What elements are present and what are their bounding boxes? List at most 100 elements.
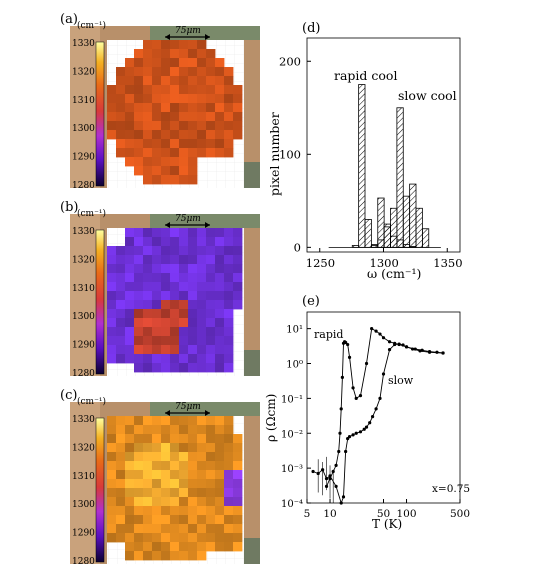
- map-pixel: [206, 363, 216, 373]
- slow-cool-annotation: slow cool: [398, 88, 457, 103]
- map-pixel: [125, 452, 135, 462]
- histogram-bar: [421, 228, 430, 248]
- map-pixel: [224, 542, 234, 552]
- map-pixel: [116, 121, 126, 131]
- map-pixel: [152, 524, 162, 534]
- map-pixel: [107, 416, 117, 426]
- map-pixel: [170, 524, 180, 534]
- map-pixel: [134, 49, 144, 59]
- map-pixel: [224, 363, 234, 373]
- map-pixel: [170, 130, 180, 140]
- map-pixel: [233, 434, 243, 444]
- map-pixel: [152, 425, 162, 435]
- map-pixel: [116, 515, 126, 525]
- map-pixel: [188, 237, 198, 247]
- map-pixel: [224, 524, 234, 534]
- map-pixel: [215, 416, 225, 426]
- map-pixel: [206, 49, 216, 59]
- map-pixel: [161, 506, 171, 516]
- map-pixel: [143, 103, 153, 113]
- map-pixel: [197, 434, 207, 444]
- map-pixel: [152, 175, 162, 185]
- map-pixel: [206, 336, 216, 346]
- map-pixel: [152, 336, 162, 346]
- data-point: [401, 343, 405, 347]
- map-pixel: [197, 497, 207, 507]
- map-pixel: [197, 461, 207, 471]
- map-pixel: [224, 112, 234, 122]
- colorbar-tick-label: 1290: [72, 529, 95, 539]
- map-pixel: [170, 67, 180, 77]
- map-pixel: [152, 112, 162, 122]
- map-pixel: [206, 542, 216, 552]
- panel-label: (a): [60, 12, 78, 27]
- map-pixel: [224, 318, 234, 328]
- map-pixel: [224, 327, 234, 337]
- map-pixel: [197, 291, 207, 301]
- map-pixel: [107, 264, 117, 274]
- map-pixel: [215, 327, 225, 337]
- map-pixel: [170, 345, 180, 355]
- map-pixel: [188, 148, 198, 158]
- map-pixel: [188, 300, 198, 310]
- map-pixel: [116, 130, 126, 140]
- data-point: [347, 435, 352, 439]
- map-pixel: [161, 264, 171, 274]
- e-xlabel: T (K): [372, 517, 402, 531]
- map-pixel: [125, 488, 135, 498]
- map-pixel: [233, 282, 243, 292]
- colorbar-tick-label: 1280: [72, 369, 95, 379]
- map-pixel: [134, 309, 144, 319]
- map-pixel: [179, 157, 189, 167]
- map-pixel: [116, 76, 126, 86]
- resistivity-curve: [312, 343, 444, 505]
- colorbar-tick-label: 1280: [72, 181, 95, 191]
- map-pixel: [188, 416, 198, 426]
- map-pixel: [206, 103, 216, 113]
- map-pixel: [224, 425, 234, 435]
- histogram-bar: [377, 239, 385, 248]
- map-pixel: [143, 336, 153, 346]
- map-pixel: [197, 255, 207, 265]
- map-pixel: [134, 166, 144, 176]
- map-pixel: [125, 246, 135, 256]
- map-pixel: [215, 139, 225, 149]
- data-point: [311, 469, 315, 474]
- map-pixel: [161, 121, 171, 131]
- map-pixel: [116, 452, 126, 462]
- data-point: [410, 347, 415, 351]
- data-point: [337, 449, 341, 454]
- map-pixel: [125, 291, 135, 301]
- map-pixel: [224, 434, 234, 444]
- panel-label-e: (e): [302, 294, 320, 309]
- map-pixel: [224, 291, 234, 301]
- map-pixel: [152, 479, 162, 489]
- map-pixel: [161, 443, 171, 453]
- map-pixel: [116, 282, 126, 292]
- map-pixel: [107, 130, 117, 140]
- map-pixel: [170, 175, 180, 185]
- data-point: [346, 437, 350, 441]
- map-pixel: [161, 470, 171, 480]
- map-pixel: [188, 470, 198, 480]
- map-pixel: [233, 85, 243, 95]
- map-pixel: [134, 425, 144, 435]
- map-pixel: [152, 542, 162, 552]
- map-pixel: [161, 85, 171, 95]
- d-xtick-label: 1300: [370, 256, 399, 270]
- data-point: [351, 433, 355, 437]
- map-pixel: [188, 175, 198, 185]
- map-pixel: [206, 318, 216, 328]
- map-pixel: [107, 309, 117, 319]
- map-pixel: [179, 85, 189, 95]
- map-pixel: [143, 228, 153, 238]
- map-pixel: [197, 443, 207, 453]
- map-pixel: [224, 336, 234, 346]
- map-pixel: [170, 479, 180, 489]
- map-pixel: [179, 515, 189, 525]
- map-pixel: [206, 452, 216, 462]
- map-pixel: [134, 416, 144, 426]
- map-pixel: [188, 506, 198, 516]
- map-pixel: [215, 542, 225, 552]
- map-pixel: [161, 363, 171, 373]
